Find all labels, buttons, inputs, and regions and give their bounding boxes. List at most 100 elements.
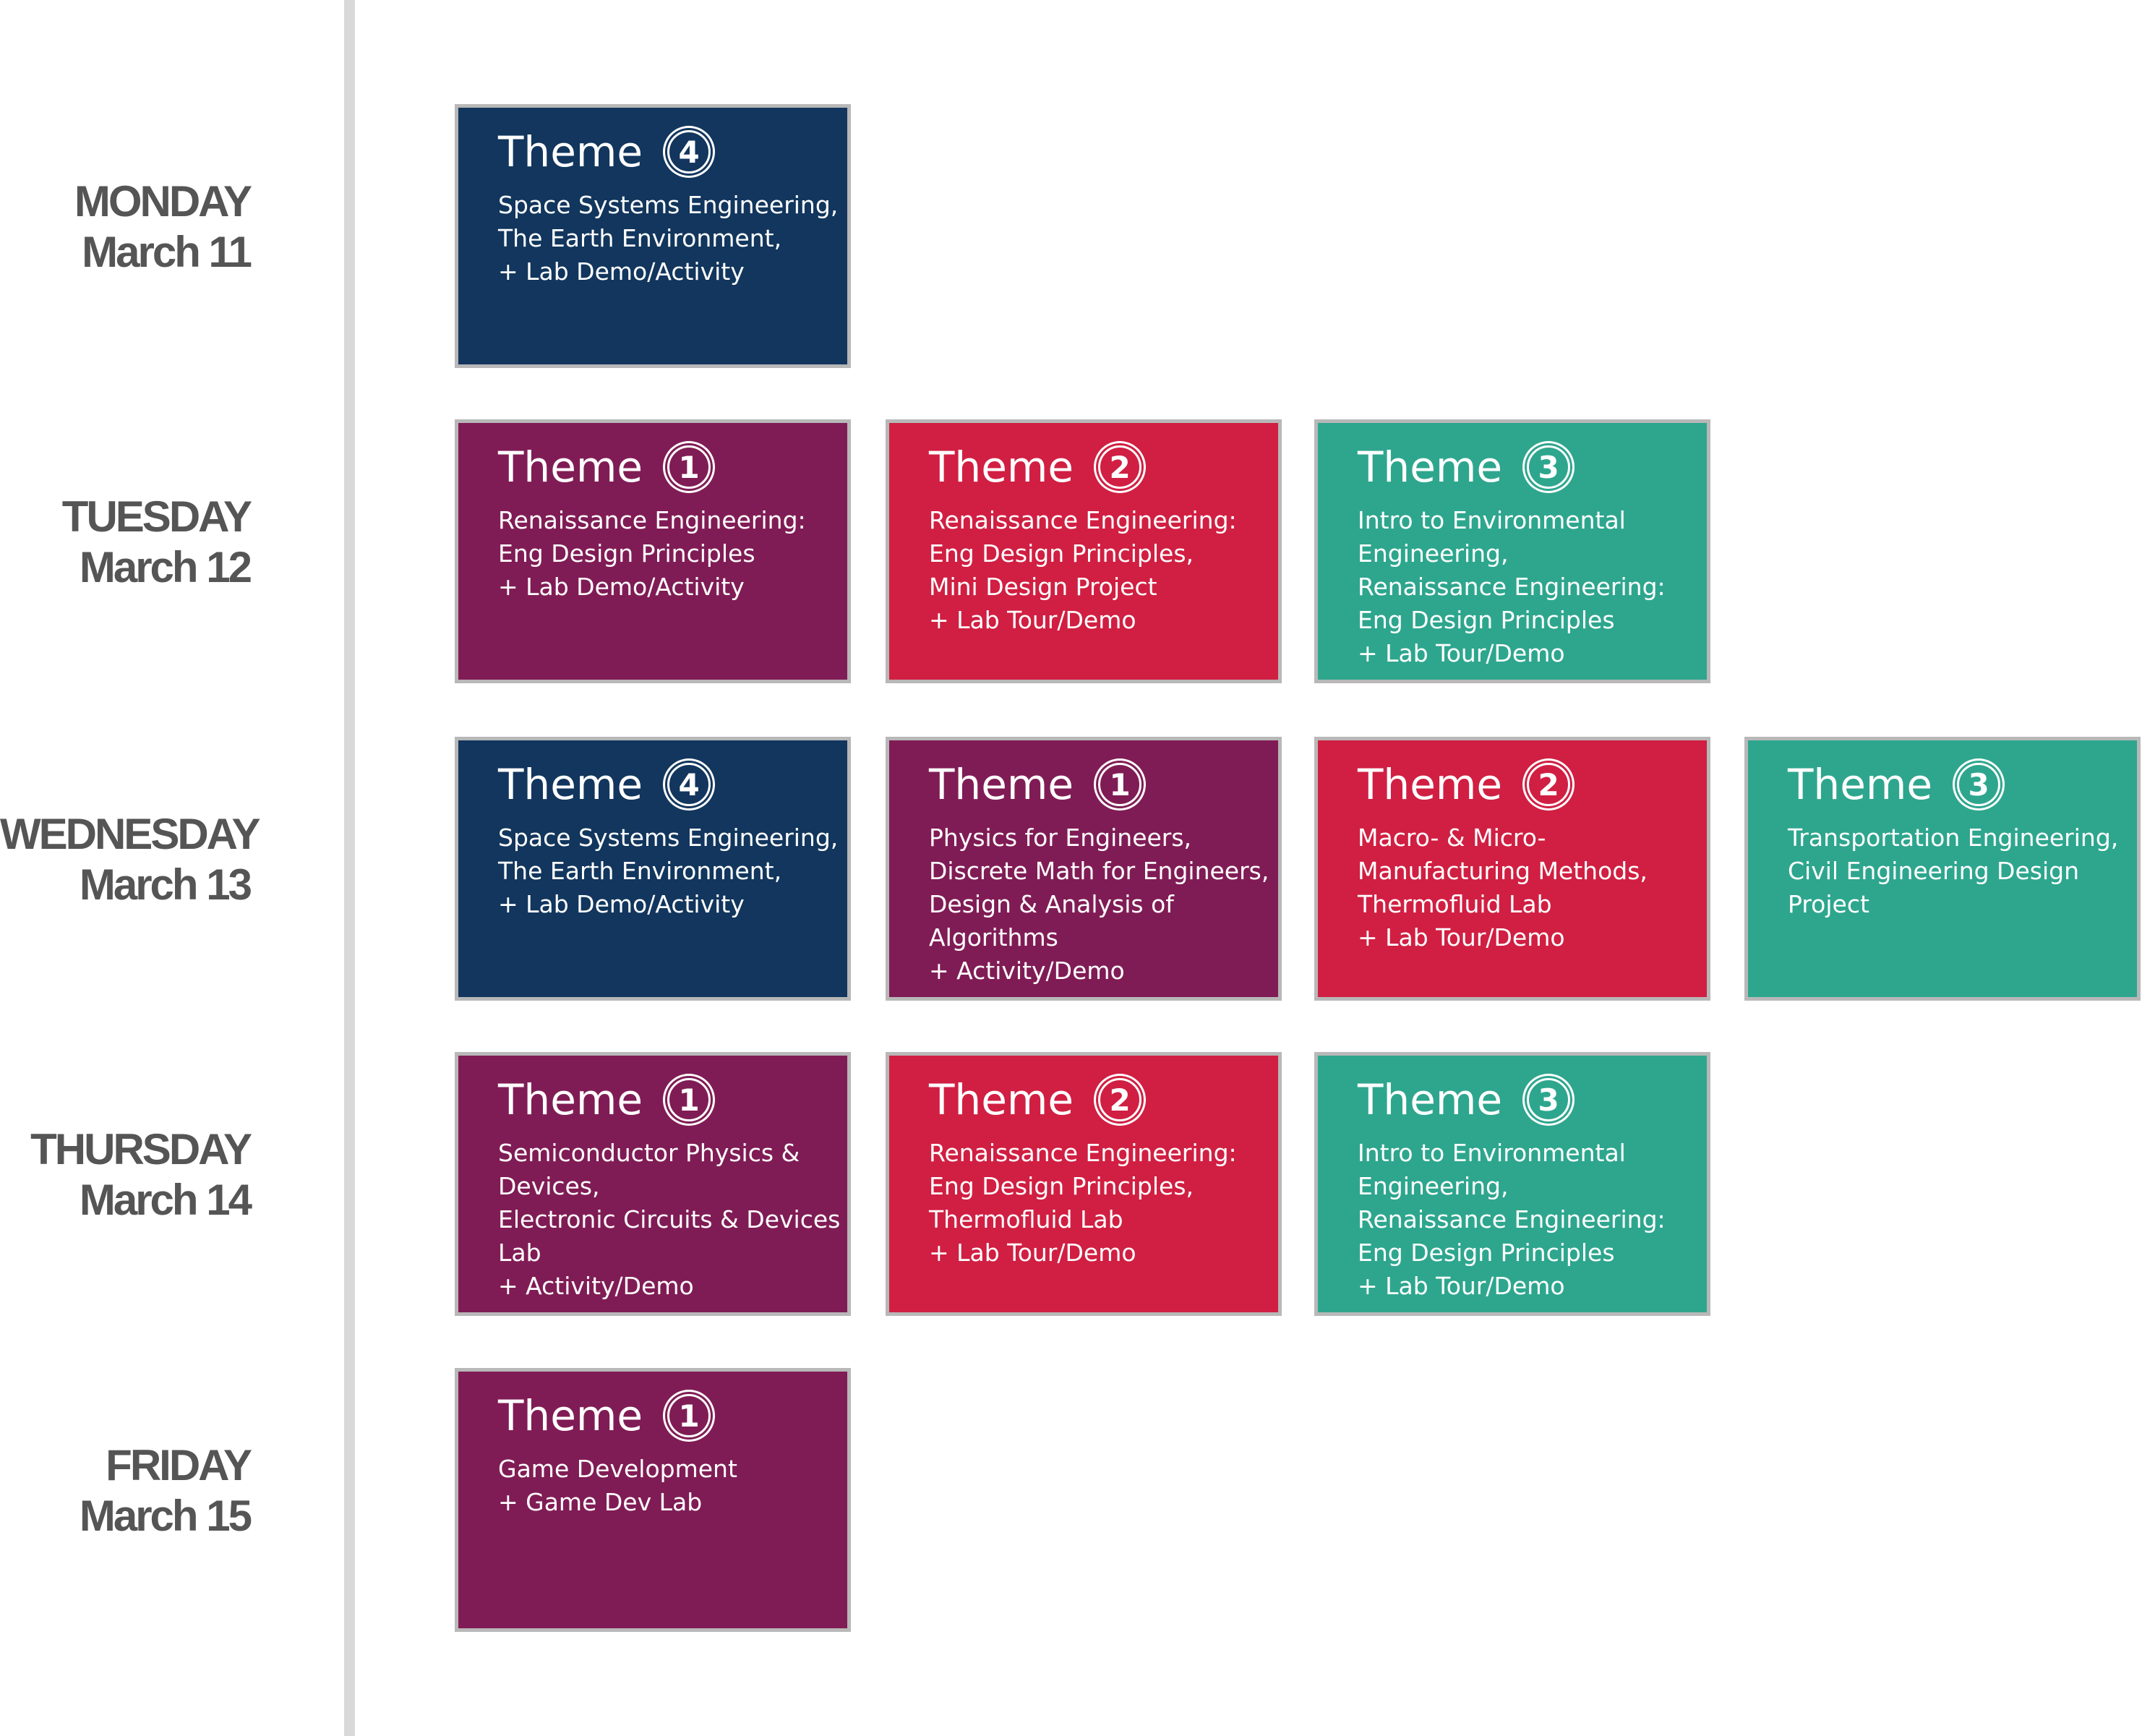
description-line: Devices, <box>498 1172 600 1200</box>
description-line: Renaissance Engineering: <box>929 506 1237 534</box>
session-header: Theme 2 <box>929 442 1142 492</box>
session-card: Theme 1 Physics for Engineers, Discrete Mat… <box>886 737 1282 1001</box>
description-line: Eng Design Principles, <box>929 1172 1194 1200</box>
session-description: Intro to Environmental Engineering, Renais… <box>1358 1137 1666 1303</box>
description-line: The Earth Environment, <box>498 224 782 252</box>
description-line: Game Development <box>498 1455 737 1483</box>
session-header: Theme 1 <box>929 759 1142 810</box>
session-header: Theme 4 <box>498 127 711 177</box>
description-line: Thermofluid Lab <box>1358 890 1552 918</box>
session-card: Theme 2 Renaissance Engineering: Eng Design… <box>886 419 1282 683</box>
session-header: Theme 3 <box>1358 1074 1571 1125</box>
day-name: WEDNESDAY <box>0 810 261 858</box>
description-line: Project <box>1788 890 1869 918</box>
day-date: March 14 <box>79 1176 252 1224</box>
description-line: Eng Design Principles <box>1358 1239 1615 1267</box>
description-line: Design & Analysis of <box>929 890 1174 918</box>
description-line: Intro to Environmental <box>1358 1139 1626 1167</box>
day-date: March 15 <box>79 1492 252 1540</box>
theme-number: 2 <box>1098 1078 1142 1121</box>
session-header: Theme 4 <box>498 759 711 810</box>
theme-number: 3 <box>1957 763 2001 806</box>
description-line: + Lab Tour/Demo <box>1358 1272 1565 1300</box>
session-description: Renaissance Engineering: Eng Design Princ… <box>929 504 1237 637</box>
theme-label: Theme <box>1358 442 1503 492</box>
session-header: Theme 1 <box>498 442 711 492</box>
session-card: Theme 3 Intro to Environmental Engineering,… <box>1314 1052 1710 1316</box>
theme-label: Theme <box>929 760 1074 809</box>
theme-number: 1 <box>667 1394 711 1437</box>
description-line: + Lab Tour/Demo <box>1358 923 1565 952</box>
session-header: Theme 2 <box>929 1074 1142 1125</box>
session-description: Space Systems Engineering, The Earth Envi… <box>498 821 838 921</box>
session-description: Transportation Engineering, Civil Enginee… <box>1788 821 2118 921</box>
day-name: THURSDAY <box>30 1125 252 1173</box>
day-name: FRIDAY <box>106 1441 252 1489</box>
description-line: Manufacturing Methods, <box>1358 857 1648 885</box>
theme-label: Theme <box>929 442 1074 492</box>
theme-label: Theme <box>1788 760 1933 809</box>
session-header: Theme 3 <box>1358 442 1571 492</box>
theme-label: Theme <box>498 760 643 809</box>
description-line: Eng Design Principles <box>498 539 755 568</box>
theme-number: 1 <box>667 445 711 489</box>
session-description: Macro- & Micro- Manufacturing Methods, The… <box>1358 821 1648 954</box>
theme-label: Theme <box>929 1075 1074 1124</box>
description-line: + Lab Tour/Demo <box>1358 639 1565 667</box>
description-line: Discrete Math for Engineers, <box>929 857 1269 885</box>
description-line: Electronic Circuits & Devices <box>498 1205 841 1233</box>
theme-number: 4 <box>667 763 711 806</box>
description-line: Eng Design Principles <box>1358 606 1615 634</box>
timeline-divider <box>344 0 355 1736</box>
theme-number: 1 <box>1098 763 1142 806</box>
theme-label: Theme <box>498 442 643 492</box>
description-line: + Activity/Demo <box>498 1272 694 1300</box>
day-date: March 12 <box>79 543 252 591</box>
session-description: Renaissance Engineering: Eng Design Princ… <box>498 504 806 604</box>
theme-label: Theme <box>1358 760 1503 809</box>
session-header: Theme 3 <box>1788 759 2001 810</box>
theme-number: 2 <box>1098 445 1142 489</box>
description-line: Renaissance Engineering: <box>1358 1205 1666 1233</box>
theme-label: Theme <box>498 127 643 176</box>
day-name: TUESDAY <box>61 492 252 541</box>
description-line: + Lab Tour/Demo <box>929 1239 1136 1267</box>
description-line: Transportation Engineering, <box>1788 824 2119 852</box>
description-line: Civil Engineering Design <box>1788 857 2079 885</box>
description-line: Space Systems Engineering, <box>498 824 839 852</box>
description-line: + Lab Tour/Demo <box>929 606 1136 634</box>
description-line: The Earth Environment, <box>498 857 782 885</box>
session-card: Theme 3 Transportation Engineering, Civil E… <box>1744 737 2141 1001</box>
session-description: Game Development + Game Dev Lab <box>498 1453 737 1519</box>
session-card: Theme 3 Intro to Environmental Engineering,… <box>1314 419 1710 683</box>
day-date: March 13 <box>79 860 252 909</box>
description-line: Semiconductor Physics & <box>498 1139 800 1167</box>
session-card: Theme 2 Renaissance Engineering: Eng Design… <box>886 1052 1282 1316</box>
session-description: Intro to Environmental Engineering, Renais… <box>1358 504 1666 670</box>
theme-number: 4 <box>667 130 711 174</box>
day-date: March 11 <box>82 228 252 276</box>
theme-label: Theme <box>498 1391 643 1440</box>
description-line: Renaissance Engineering: <box>1358 573 1666 601</box>
session-card: Theme 1 Game Development + Game Dev Lab <box>455 1368 851 1632</box>
theme-label: Theme <box>1358 1075 1503 1124</box>
theme-number: 2 <box>1527 763 1571 806</box>
theme-number: 3 <box>1527 1078 1571 1121</box>
description-line: Engineering, <box>1358 539 1509 568</box>
session-card: Theme 2 Macro- & Micro- Manufacturing Metho… <box>1314 737 1710 1001</box>
description-line: Thermofluid Lab <box>929 1205 1123 1233</box>
session-header: Theme 2 <box>1358 759 1571 810</box>
theme-number: 1 <box>667 1078 711 1121</box>
theme-label: Theme <box>498 1075 643 1124</box>
session-card: Theme 1 Semiconductor Physics & Devices, Ele… <box>455 1052 851 1316</box>
description-line: Physics for Engineers, <box>929 824 1192 852</box>
session-description: Physics for Engineers, Discrete Math for … <box>929 821 1269 988</box>
description-line: Renaissance Engineering: <box>929 1139 1237 1167</box>
description-line: + Activity/Demo <box>929 957 1125 985</box>
description-line: Eng Design Principles, <box>929 539 1194 568</box>
description-line: + Lab Demo/Activity <box>498 890 745 918</box>
session-description: Semiconductor Physics & Devices, Electroni… <box>498 1137 840 1303</box>
description-line: Lab <box>498 1239 541 1267</box>
description-line: + Lab Demo/Activity <box>498 257 745 286</box>
